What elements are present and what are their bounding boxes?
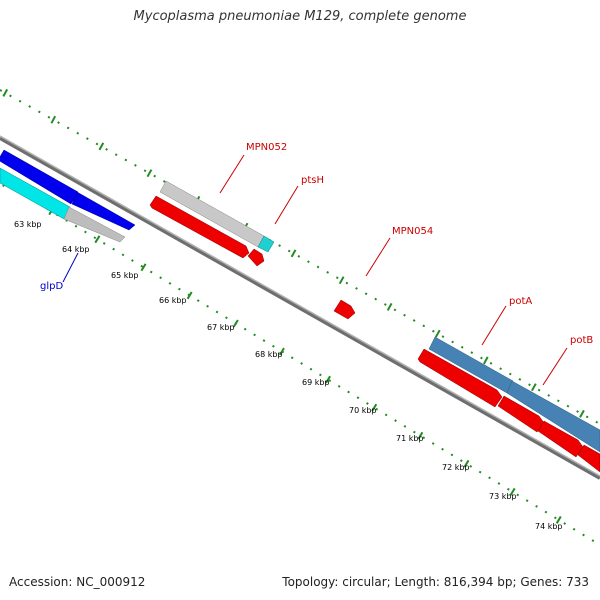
- gene-label[interactable]: ptsH: [301, 175, 324, 186]
- gene-label[interactable]: MPN054: [392, 226, 433, 237]
- gene-feature[interactable]: [71, 191, 136, 231]
- scale-label: 64 kbp: [62, 245, 90, 254]
- major-tick: [463, 459, 470, 468]
- scale-label: 72 kbp: [442, 463, 470, 472]
- major-tick: [325, 375, 331, 384]
- scale-label: 68 kbp: [255, 350, 283, 359]
- major-tick: [50, 115, 57, 124]
- gene-feature[interactable]: [417, 348, 503, 408]
- major-tick: [140, 263, 147, 272]
- major-tick: [186, 291, 193, 300]
- gene-labels: MPN052 ptsH MPN054 potA potB glpD: [40, 142, 593, 346]
- major-tick: [417, 431, 424, 440]
- major-tick: [509, 487, 516, 496]
- major-tick: [579, 409, 585, 418]
- gene-label[interactable]: glpD: [40, 281, 63, 292]
- major-tick: [338, 276, 345, 285]
- scale-label: 63 kbp: [14, 220, 42, 229]
- outer-major-ticks: [2, 88, 585, 418]
- major-tick: [290, 249, 297, 258]
- scale-label: 65 kbp: [111, 271, 139, 280]
- gene-feature[interactable]: [247, 248, 265, 267]
- gene-feature[interactable]: [333, 299, 356, 320]
- major-tick: [531, 383, 537, 392]
- scale-label: 71 kbp: [396, 434, 424, 443]
- gene-label[interactable]: potB: [570, 335, 593, 346]
- gene-feature-pota[interactable]: [428, 336, 514, 394]
- gene-feature[interactable]: [149, 195, 250, 259]
- genome-summary-text: Topology: circular; Length: 816,394 bp; …: [282, 575, 589, 589]
- map-title: Mycoplasma pneumoniae M129, complete gen…: [133, 9, 467, 24]
- gene-feature-potb[interactable]: [506, 380, 600, 453]
- major-tick: [483, 356, 489, 365]
- major-tick: [279, 347, 285, 356]
- major-tick: [232, 319, 239, 328]
- major-tick: [146, 169, 153, 178]
- major-tick: [434, 329, 441, 338]
- scale-label: 73 kbp: [489, 492, 517, 501]
- gene-label[interactable]: potA: [509, 296, 532, 307]
- gene-feature[interactable]: [63, 206, 126, 243]
- scale-labels: 63 kbp 64 kbp 65 kbp 66 kbp 67 kbp 68 kb…: [14, 220, 563, 531]
- major-tick: [555, 515, 562, 524]
- major-tick: [94, 235, 101, 244]
- major-tick: [371, 403, 378, 412]
- scale-label: 74 kbp: [535, 522, 563, 531]
- scale-label: 67 kbp: [207, 323, 235, 332]
- gene-feature[interactable]: [0, 149, 79, 205]
- reverse-strand-features: [149, 195, 600, 473]
- gene-feature[interactable]: [537, 420, 584, 458]
- gene-feature[interactable]: [577, 444, 600, 473]
- forward-strand-features: [0, 149, 600, 453]
- major-tick: [98, 142, 105, 151]
- scale-label: 66 kbp: [159, 296, 187, 305]
- inner-tick-track: [0, 179, 600, 546]
- gene-feature[interactable]: [497, 395, 545, 433]
- scale-label: 70 kbp: [349, 406, 377, 415]
- gene-feature-ptsh[interactable]: [257, 235, 275, 253]
- genome-backbone: [0, 135, 600, 480]
- gene-label[interactable]: MPN052: [246, 142, 287, 153]
- major-tick: [2, 88, 9, 97]
- scale-label: 69 kbp: [302, 378, 330, 387]
- accession-text: Accession: NC_000912: [9, 575, 146, 589]
- outer-tick-track: [0, 89, 600, 425]
- label-leaders: [62, 154, 568, 386]
- major-tick: [386, 302, 393, 311]
